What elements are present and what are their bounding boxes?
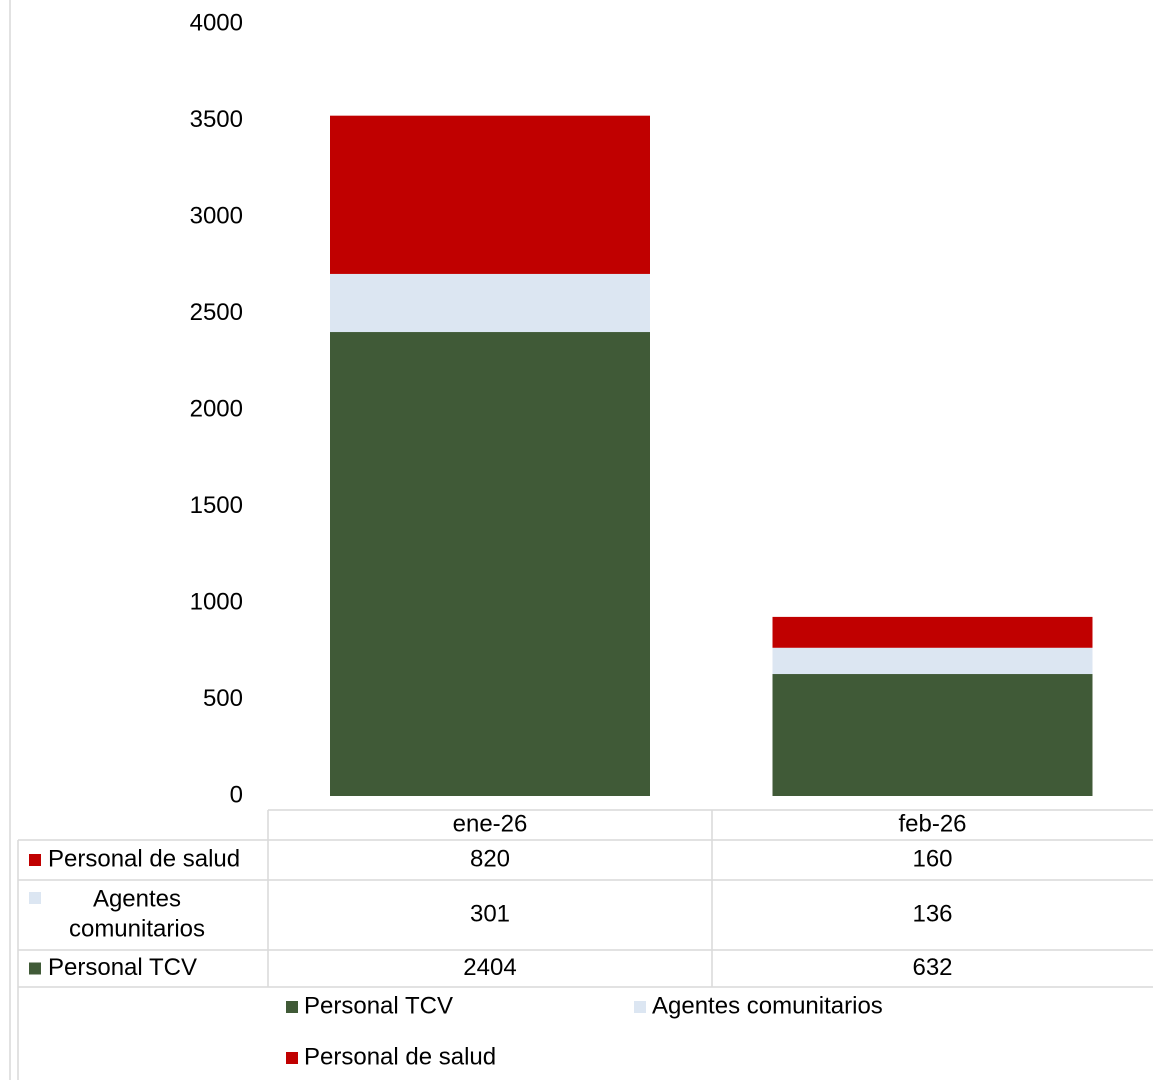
table-row-label: comunitarios <box>69 915 205 942</box>
legend-swatch-personal-tcv <box>286 1001 298 1013</box>
table-cell-value: 2404 <box>463 954 516 981</box>
y-tick-label: 2000 <box>190 395 243 422</box>
y-tick-label: 2500 <box>190 299 243 326</box>
table-row-label: Personal de salud <box>48 845 240 872</box>
bar-segment-personal-tcv <box>772 674 1093 796</box>
table-row-label: Agentes <box>93 885 181 912</box>
legend: Personal TCV Agentes comunitarios Personal… <box>286 992 883 1070</box>
y-tick-label: 3000 <box>190 202 243 229</box>
y-tick-label: 0 <box>230 781 243 808</box>
table-cell-value: 301 <box>470 900 510 927</box>
category-label: feb-26 <box>898 810 966 837</box>
table-row-key-swatch <box>29 962 41 975</box>
table-row-key-swatch <box>29 892 41 904</box>
category-label: ene-26 <box>453 810 528 837</box>
legend-label: Personal TCV <box>304 992 453 1019</box>
legend-swatch-agentes-comunitarios <box>634 1001 646 1013</box>
table-row-label: Personal TCV <box>48 954 197 981</box>
bar-segment-agentes-comunitarios <box>330 273 650 333</box>
table-row-key-swatch <box>29 854 41 866</box>
bar-segment-personal-de-salud <box>772 616 1093 648</box>
table-cell-value: 160 <box>912 845 952 872</box>
y-tick-label: 3500 <box>190 106 243 133</box>
legend-label: Agentes comunitarios <box>652 992 883 1019</box>
data-table: ene-26 feb-26 Personal de salud 820 160 Agent… <box>17 809 1153 1080</box>
table-cell-value: 136 <box>912 900 952 927</box>
y-axis-tick-labels: 0 500 1000 1500 2000 2500 3000 3500 4000 <box>190 9 243 808</box>
y-tick-label: 500 <box>203 685 243 712</box>
legend-swatch-personal-de-salud <box>286 1052 298 1064</box>
y-tick-label: 4000 <box>190 9 243 36</box>
table-cell-value: 632 <box>912 954 952 981</box>
table-cell-value: 820 <box>470 845 510 872</box>
y-tick-label: 1000 <box>190 588 243 615</box>
legend-label: Personal de salud <box>304 1043 496 1070</box>
bar-segment-personal-tcv <box>330 332 650 796</box>
bar-segment-personal-de-salud <box>330 115 650 274</box>
bar-segment-agentes-comunitarios <box>772 647 1093 675</box>
y-tick-label: 1500 <box>190 492 243 519</box>
plot-area <box>330 115 1093 796</box>
